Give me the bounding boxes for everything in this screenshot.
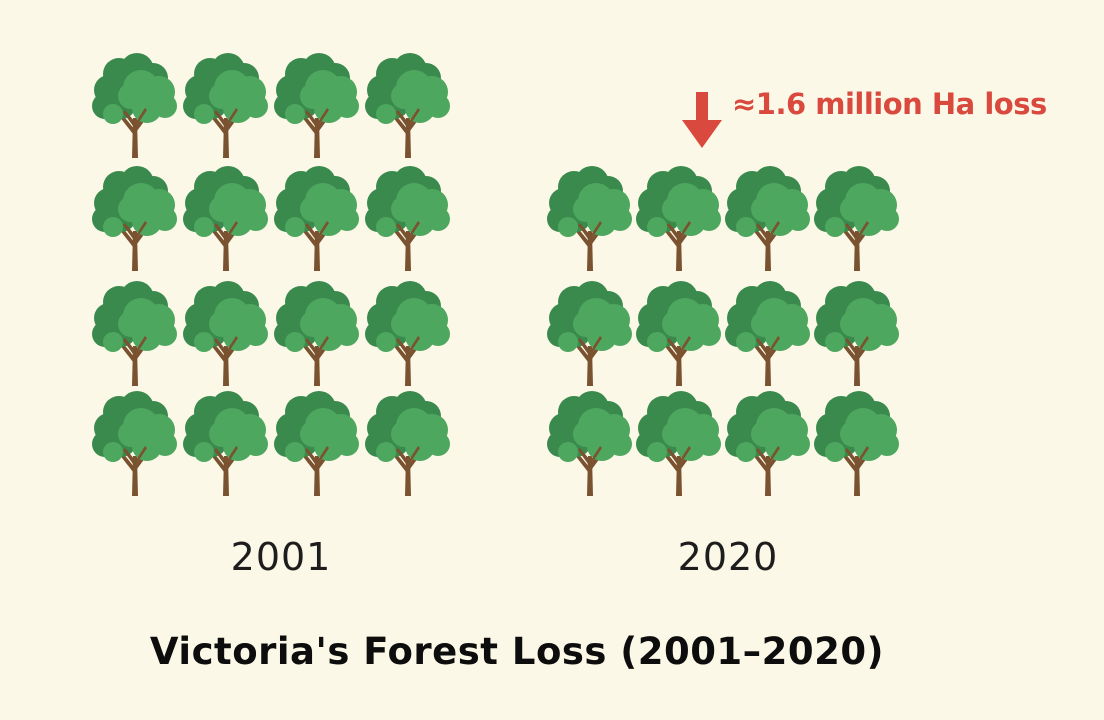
- tree-icon-2001: [365, 391, 450, 496]
- tree-icon-2001: [183, 53, 268, 158]
- tree-icon-2001: [274, 53, 359, 158]
- tree-icon-2020: [725, 391, 810, 496]
- tree-icon-2001: [183, 391, 268, 496]
- down-arrow-icon: [682, 92, 722, 148]
- tree-icon-2001: [274, 391, 359, 496]
- tree-icon-2001: [274, 281, 359, 386]
- tree-icon-2001: [274, 166, 359, 271]
- loss-annotation: ≈1.6 million Ha loss: [732, 87, 1047, 121]
- tree-icon-2020: [547, 281, 632, 386]
- tree-icon-2020: [547, 166, 632, 271]
- tree-icon-2001: [92, 166, 177, 271]
- tree-icon-2001: [183, 281, 268, 386]
- tree-icon-2020: [725, 166, 810, 271]
- tree-icon-2020: [814, 166, 899, 271]
- tree-icon-2020: [725, 281, 810, 386]
- tree-icon-2001: [92, 281, 177, 386]
- tree-icon-2020: [814, 281, 899, 386]
- tree-icon-2001: [365, 53, 450, 158]
- tree-icon-2001: [365, 166, 450, 271]
- tree-icon-2001: [365, 281, 450, 386]
- year-label-2020: 2020: [677, 535, 779, 579]
- tree-icon-2020: [814, 391, 899, 496]
- year-label-2001: 2001: [230, 535, 332, 579]
- tree-icon-2001: [183, 166, 268, 271]
- chart-title: Victoria's Forest Loss (2001–2020): [149, 630, 885, 673]
- tree-icon-2020: [636, 166, 721, 271]
- tree-icon-2001: [92, 53, 177, 158]
- tree-icon-2020: [636, 391, 721, 496]
- tree-icon-2020: [547, 391, 632, 496]
- tree-icon-2001: [92, 391, 177, 496]
- tree-icon-2020: [636, 281, 721, 386]
